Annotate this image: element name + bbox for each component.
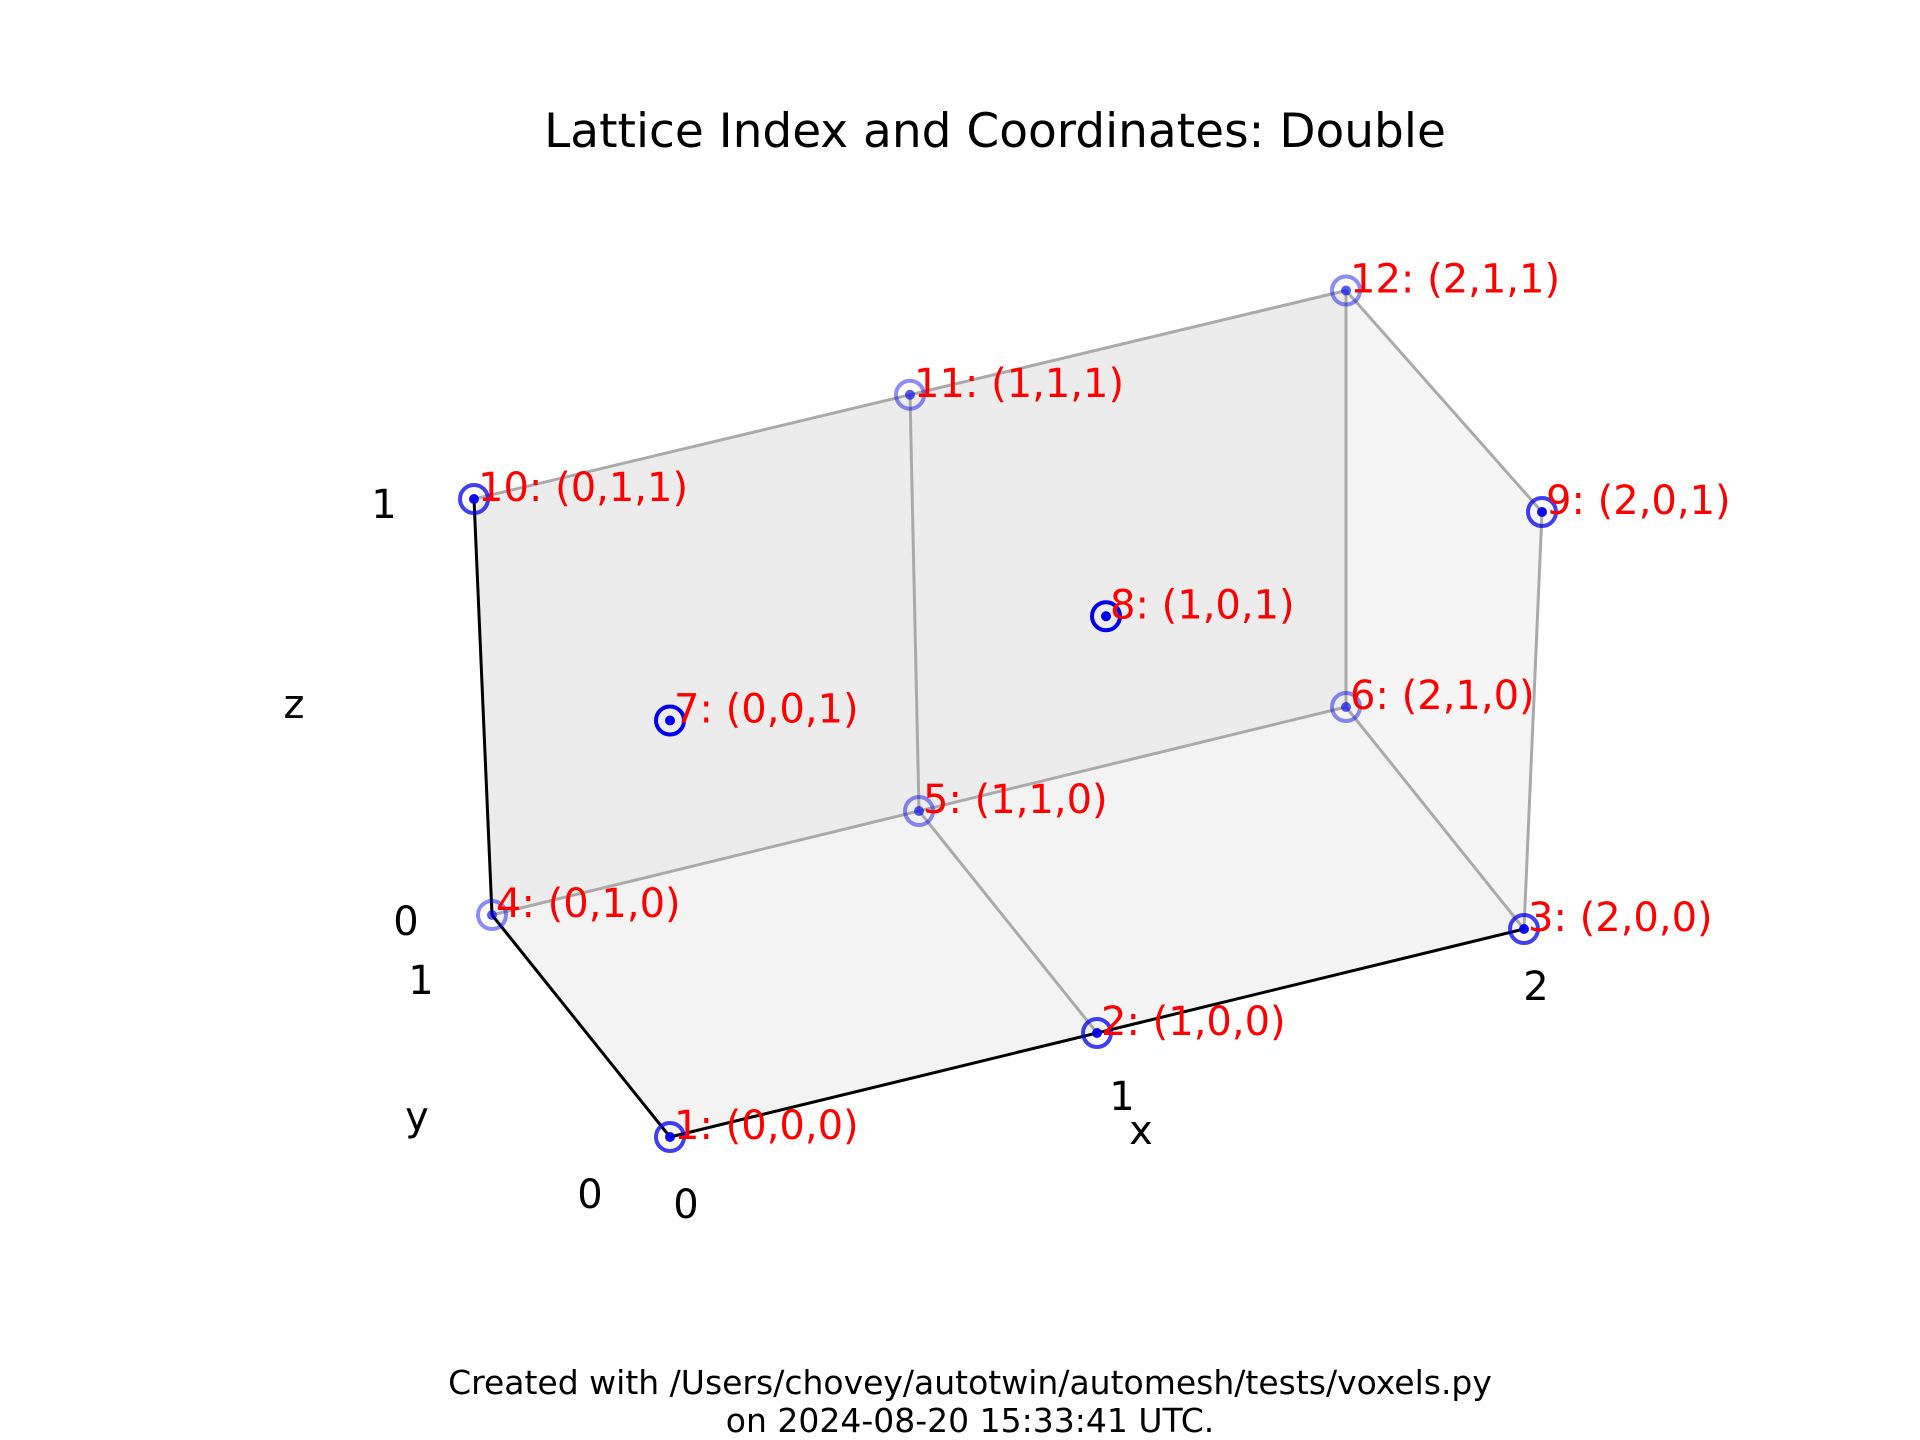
lattice-point-1: [654, 1121, 686, 1153]
lattice-edge: [1344, 289, 1544, 513]
axis-line: [490, 914, 672, 1138]
lattice-point-12: [1330, 274, 1362, 307]
lattice-edge: [1344, 706, 1526, 930]
side-pane: [1346, 290, 1542, 929]
x-tick-label: 1: [1109, 1074, 1134, 1120]
lattice-point-6: [1330, 691, 1362, 723]
z-tick-label: 1: [371, 482, 396, 528]
y-tick-label: 0: [577, 1172, 602, 1218]
lattice-point-dot-4: [487, 910, 497, 920]
footer-line-1: Created with /Users/chovey/autotwin/auto…: [448, 1363, 1492, 1402]
lattice-point-5: [903, 795, 935, 827]
lattice-point-label-3: 3: (2,0,0): [1528, 895, 1713, 941]
lattice-point-label-9: 9: (2,0,1): [1546, 478, 1731, 524]
lattice-point-4: [476, 899, 508, 931]
lattice-point-label-4: 4: (0,1,0): [496, 881, 681, 927]
x-tick-label: 0: [673, 1182, 698, 1228]
lattice-point-dot-7: [665, 715, 675, 726]
lattice-point-label-6: 6: (2,1,0): [1350, 673, 1535, 719]
lattice-point-label-11: 11: (1,1,1): [914, 361, 1124, 407]
lattice-point-dot-10: [469, 494, 479, 504]
lattice-point-11: [894, 378, 926, 411]
axis-line: [472, 498, 494, 916]
lattice-point-7: [654, 704, 686, 737]
lattice-point-dot-6: [1341, 702, 1351, 712]
chart-title: Lattice Index and Coordinates: Double: [544, 104, 1446, 159]
lattice-point-dot-2: [1092, 1028, 1102, 1038]
lattice-edge: [917, 810, 1099, 1034]
lattice-point-3: [1508, 913, 1540, 945]
z-axis-label: z: [284, 682, 305, 728]
z-tick-label: 0: [393, 899, 418, 945]
lattice-point-dot-12: [1341, 285, 1351, 296]
lattice-point-label-10: 10: (0,1,1): [478, 465, 688, 511]
lattice-point-label-5: 5: (1,1,0): [923, 777, 1108, 823]
x-tick-label: 2: [1523, 964, 1548, 1010]
lattice-point-dot-3: [1519, 924, 1529, 934]
lattice-point-label-12: 12: (2,1,1): [1350, 257, 1560, 303]
lattice-point-label-7: 7: (0,0,1): [674, 687, 859, 733]
lattice-point-label-1: 1: (0,0,0): [674, 1103, 859, 1149]
y-tick-label: 1: [408, 958, 433, 1004]
lattice-point-label-2: 2: (1,0,0): [1101, 999, 1286, 1045]
lattice-point-2: [1081, 1017, 1113, 1049]
lattice-point-dot-9: [1537, 507, 1547, 517]
footer: Created with /Users/chovey/autotwin/auto…: [0, 1364, 1920, 1440]
lattice-point-10: [458, 483, 490, 515]
lattice-point-dot-5: [914, 806, 924, 816]
y-axis-label: y: [405, 1094, 429, 1140]
lattice-point-dot-8: [1101, 611, 1111, 622]
lattice-point-label-8: 8: (1,0,1): [1110, 582, 1295, 628]
lattice-edge: [908, 394, 921, 812]
lattice-point-8: [1090, 600, 1122, 633]
lattice-point-dot-1: [665, 1132, 675, 1142]
footer-line-2: on 2024-08-20 15:33:41 UTC.: [725, 1401, 1215, 1440]
lattice-point-dot-11: [905, 389, 915, 400]
lattice-point-9: [1526, 496, 1558, 528]
lattice-edge: [1522, 511, 1544, 930]
x-axis-label: x: [1129, 1108, 1153, 1154]
